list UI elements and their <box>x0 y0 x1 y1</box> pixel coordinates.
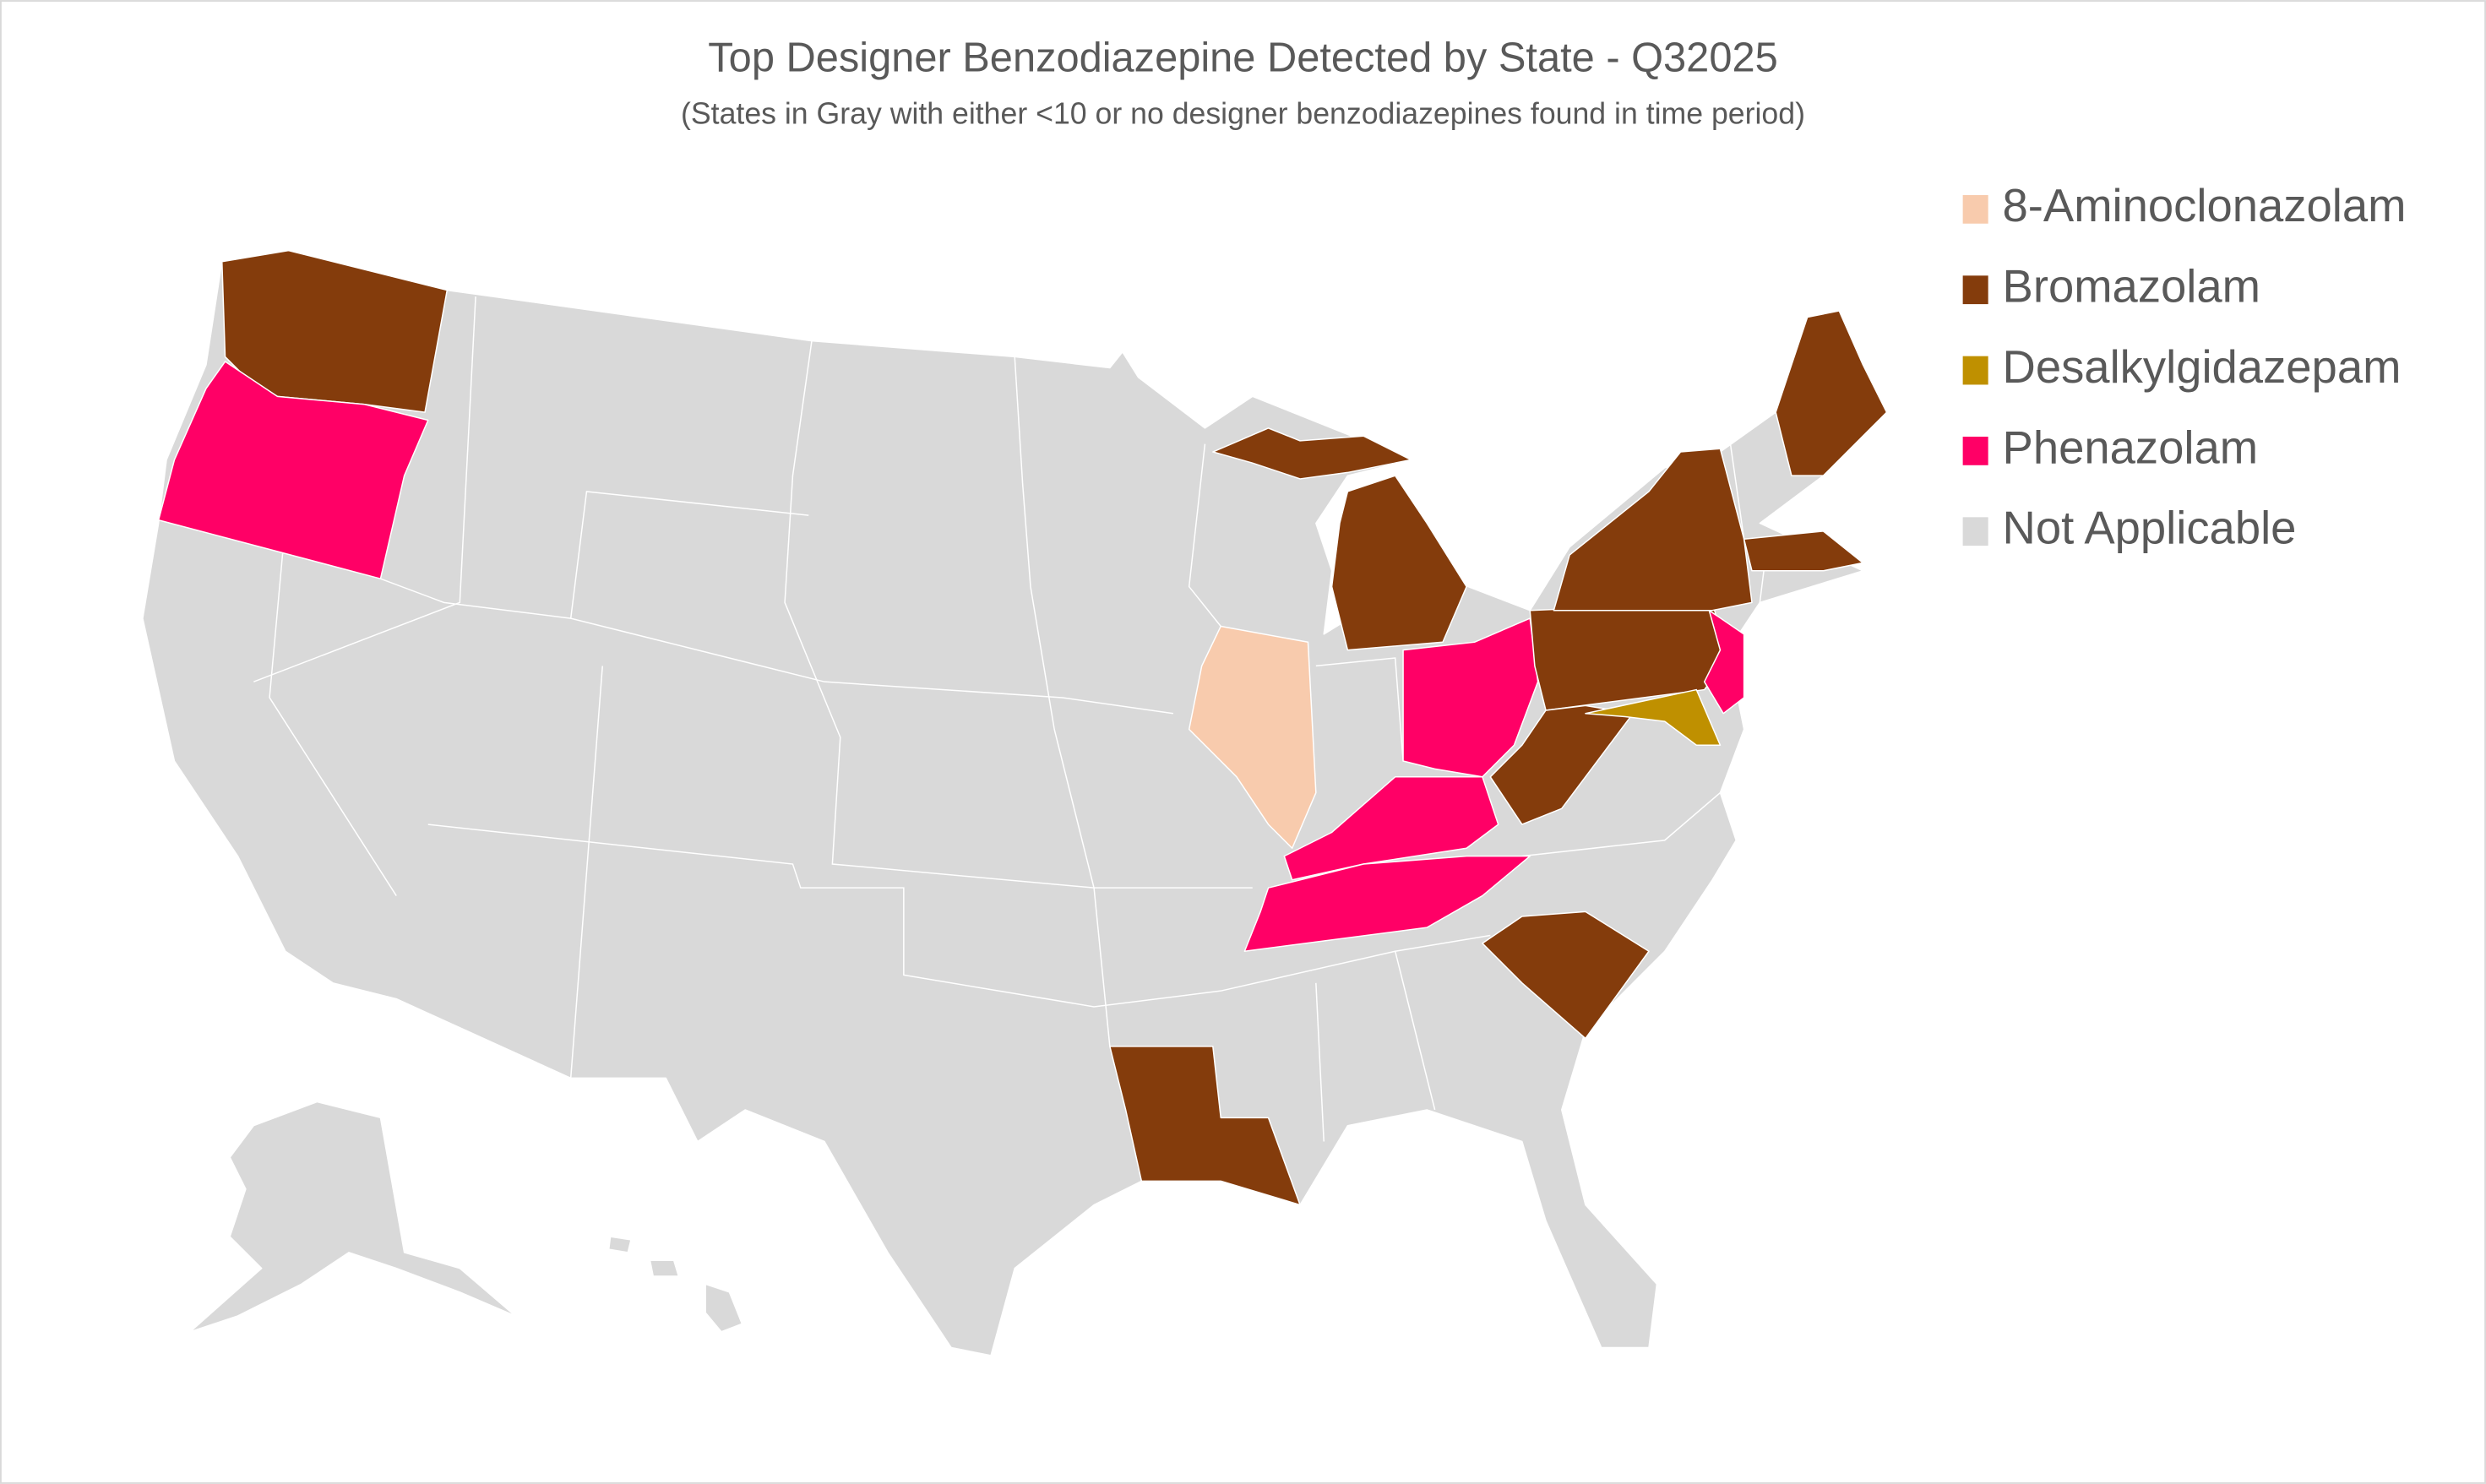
state-hawaii <box>607 1236 632 1253</box>
state-hawaii <box>649 1259 680 1277</box>
legend-swatch <box>1962 356 1988 385</box>
legend-swatch <box>1962 275 1988 305</box>
map-title: Top Designer Benzodiazepine Detected by … <box>708 35 1777 80</box>
state <box>157 361 429 579</box>
state <box>1188 625 1317 850</box>
legend-swatch <box>1962 437 1988 465</box>
state-alaska <box>189 1101 516 1333</box>
map-subtitle: (States in Gray with either <10 or no de… <box>681 97 1805 131</box>
legend-label: Desalkylgidazepam <box>2003 341 2402 393</box>
legend-label: Not Applicable <box>2003 503 2297 554</box>
legend-label: 8-Aminoclonazolam <box>2003 180 2407 231</box>
state-base <box>142 249 1872 1356</box>
state <box>1243 855 1531 953</box>
state <box>1283 776 1499 881</box>
state <box>1402 617 1539 778</box>
state <box>1109 1046 1301 1206</box>
state <box>1743 530 1864 572</box>
state <box>1482 911 1650 1040</box>
state <box>1330 475 1467 651</box>
legend-swatch <box>1962 517 1988 546</box>
legend: 8-Aminoclonazolam Bromazolam Desalkylgidaz… <box>1962 180 2407 554</box>
legend-label: Phenazolam <box>2003 421 2259 473</box>
state-hawaii <box>704 1283 743 1333</box>
states <box>142 249 1888 1356</box>
state <box>1775 310 1888 476</box>
state <box>1703 609 1745 715</box>
state-borders <box>253 296 1769 1142</box>
state <box>1212 427 1412 480</box>
legend-swatch <box>1962 194 1988 224</box>
legend-label: Bromazolam <box>2003 261 2260 313</box>
state <box>1585 688 1722 747</box>
